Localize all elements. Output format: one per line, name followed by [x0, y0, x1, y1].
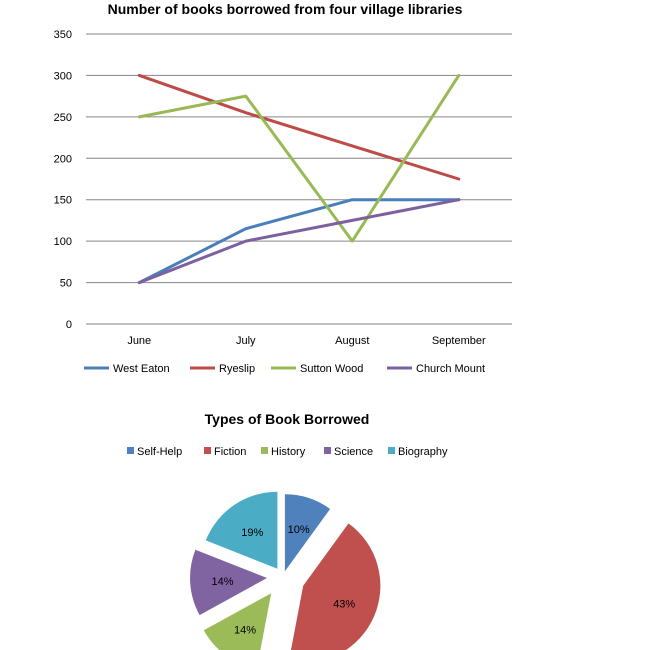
y-tick-label: 150 — [54, 195, 72, 207]
line-chart-y-tick-labels: 0 50 100 150 200 250 300 350 — [54, 29, 72, 331]
legend-label: History — [271, 446, 306, 458]
legend-swatch — [388, 447, 395, 454]
series-line-west-eaton — [137, 198, 461, 285]
pie-slice-fiction — [290, 523, 381, 650]
x-tick-label: July — [236, 335, 256, 347]
y-tick-label: 250 — [54, 112, 72, 124]
pie-slice-biography — [205, 491, 278, 569]
series-line-ryeslip — [137, 73, 461, 181]
pie-chart-legend: Self-Help Fiction History Science Biography — [127, 446, 448, 458]
series-line-sutton-wood — [137, 73, 461, 243]
y-tick-label: 100 — [54, 236, 72, 248]
pie-slice-label: 14% — [234, 624, 256, 636]
y-tick-label: 350 — [54, 29, 72, 41]
legend-label: West Eaton — [113, 363, 170, 375]
legend-swatch — [324, 447, 331, 454]
legend-label: Fiction — [214, 446, 246, 458]
y-tick-label: 0 — [66, 319, 72, 331]
pie-slice-label: 19% — [241, 527, 263, 539]
legend-label: Biography — [398, 446, 448, 458]
pie-slice-history — [203, 593, 272, 650]
line-chart-series — [137, 73, 461, 285]
legend-label: Science — [334, 446, 373, 458]
legend-label: Self-Help — [137, 446, 182, 458]
y-tick-label: 50 — [60, 278, 72, 290]
legend-label: Ryeslip — [219, 363, 255, 375]
x-tick-label: June — [127, 335, 151, 347]
legend-label: Sutton Wood — [300, 363, 363, 375]
y-tick-label: 300 — [54, 70, 72, 82]
pie-slice-label: 14% — [211, 576, 233, 588]
line-chart-legend: West Eaton Ryeslip Sutton Wood Church Mount — [84, 363, 485, 375]
pie-slice-label: 43% — [333, 599, 355, 611]
line-chart-x-tick-labels: June July August September — [127, 335, 486, 347]
pie-slice-science — [190, 549, 267, 616]
legend-label: Church Mount — [416, 363, 485, 375]
legend-swatch — [127, 447, 134, 454]
x-tick-label: September — [432, 335, 486, 347]
line-chart-title: Number of books borrowed from four villa… — [108, 1, 463, 17]
line-chart-gridlines — [86, 33, 512, 325]
pie-slice-label: 10% — [288, 524, 310, 536]
y-tick-label: 200 — [54, 153, 72, 165]
pie-chart-title: Types of Book Borrowed — [205, 411, 370, 427]
series-line-church-mount — [137, 198, 461, 285]
pie-slice-self-help — [284, 494, 331, 572]
x-tick-label: August — [335, 335, 369, 347]
legend-swatch — [261, 447, 268, 454]
pie-chart-slices: 10% 43% 14% 14% 19% — [190, 491, 381, 650]
legend-swatch — [204, 447, 211, 454]
